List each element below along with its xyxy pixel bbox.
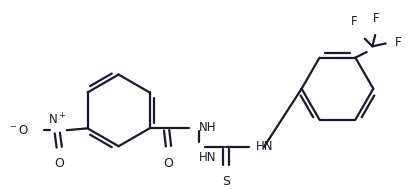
Text: O: O bbox=[164, 157, 173, 170]
Text: S: S bbox=[222, 175, 230, 188]
Text: F: F bbox=[351, 15, 357, 28]
Text: NH: NH bbox=[199, 121, 216, 134]
Text: F: F bbox=[395, 36, 402, 49]
Text: HN: HN bbox=[256, 140, 274, 153]
Text: F: F bbox=[373, 12, 379, 25]
Text: HN: HN bbox=[199, 151, 216, 164]
Text: $\mathsf{N^+}$: $\mathsf{N^+}$ bbox=[48, 112, 67, 127]
Text: $\mathsf{{}^-O}$: $\mathsf{{}^-O}$ bbox=[8, 124, 29, 137]
Text: O: O bbox=[54, 157, 64, 170]
